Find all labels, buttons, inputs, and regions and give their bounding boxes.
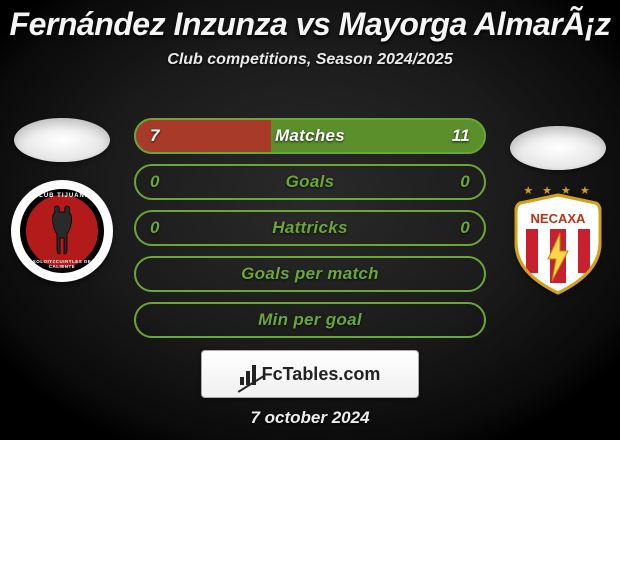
stat-row: Matches 7 11	[134, 118, 486, 154]
stat-label: Goals per match	[241, 264, 379, 284]
watermark-text: FcTables.com	[262, 364, 381, 385]
stats-container: Matches 7 11 Goals 0 0 Hattricks 0 0 Goals per ma…	[134, 118, 486, 338]
stat-value-left: 7	[150, 126, 160, 146]
stat-value-left: 0	[150, 172, 160, 192]
stat-value-left: 0	[150, 218, 160, 238]
stat-row: Min per goal	[134, 302, 486, 338]
stat-label: Hattricks	[272, 218, 347, 238]
bar-chart-icon	[240, 363, 256, 385]
stat-value-right: 0	[460, 172, 470, 192]
right-flag-placeholder	[510, 126, 606, 170]
watermark-badge: FcTables.com	[201, 350, 419, 398]
left-club-name: CLUB TIJUANA	[26, 193, 98, 199]
left-club-logo: CLUB TIJUANA XOLOITZCUINTLES DE CALIENTE	[11, 180, 113, 282]
stat-row: Goals 0 0	[134, 164, 486, 200]
subtitle: Club competitions, Season 2024/2025	[0, 51, 620, 69]
comparison-card: Fernández Inzunza vs Mayorga AlmarÃ¡z Cl…	[0, 0, 620, 440]
stat-value-right: 11	[452, 126, 470, 146]
stat-label: Min per goal	[258, 310, 362, 330]
dog-icon	[45, 204, 79, 258]
stat-row: Hattricks 0 0	[134, 210, 486, 246]
stat-label: Matches	[275, 126, 345, 146]
shield-icon: NECAXA	[508, 187, 608, 297]
left-player-column: CLUB TIJUANA XOLOITZCUINTLES DE CALIENTE	[12, 118, 112, 282]
stat-label: Goals	[286, 172, 335, 192]
stat-row: Goals per match	[134, 256, 486, 292]
date-label: 7 october 2024	[0, 408, 620, 428]
left-flag-placeholder	[14, 118, 110, 162]
right-club-logo: ★ ★ ★ ★ NECAXA	[508, 188, 608, 296]
stat-value-right: 0	[460, 218, 470, 238]
page-title: Fernández Inzunza vs Mayorga AlmarÃ¡z	[0, 0, 620, 43]
right-club-name: NECAXA	[531, 211, 587, 226]
left-club-subname: XOLOITZCUINTLES DE CALIENTE	[26, 259, 98, 269]
stars-icon: ★ ★ ★ ★	[508, 184, 608, 197]
right-player-column: ★ ★ ★ ★ NECAXA	[508, 118, 608, 296]
